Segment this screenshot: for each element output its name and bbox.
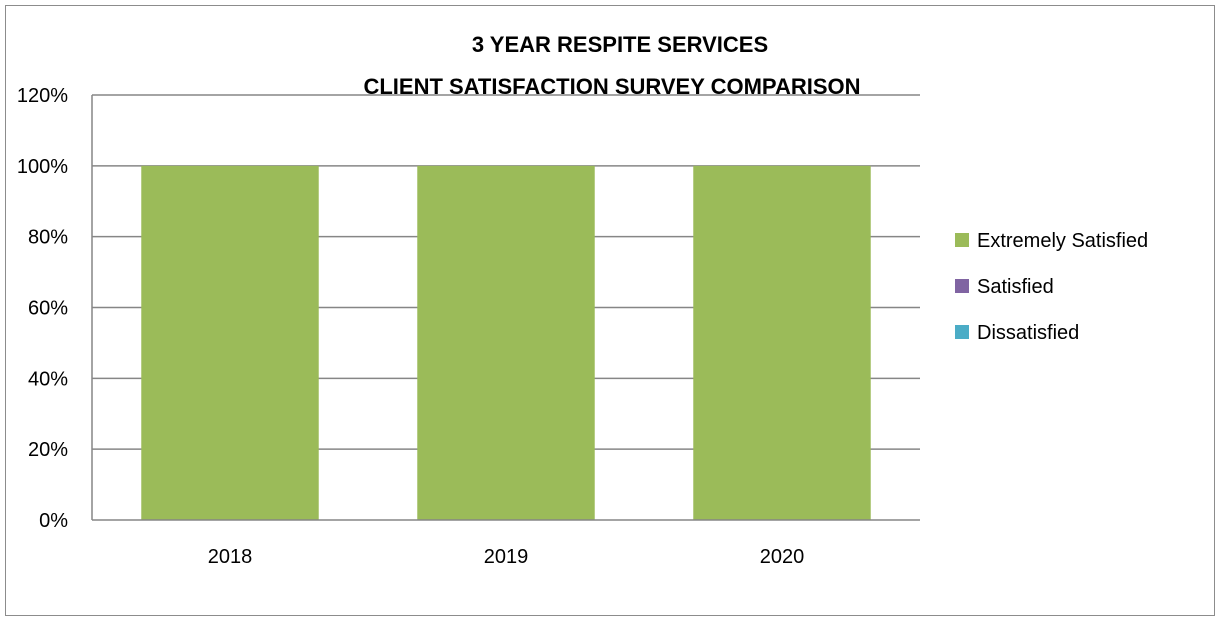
y-tick-label: 100% <box>17 156 68 178</box>
y-tick-label: 20% <box>28 439 68 461</box>
legend-swatch-dissatisfied <box>955 325 969 339</box>
x-tick-label: 2019 <box>484 546 529 568</box>
bar-extremely-satisfied-2018 <box>141 165 319 521</box>
legend-swatch-extremely-satisfied <box>955 233 969 247</box>
chart-title-line-1: 3 YEAR RESPITE SERVICES <box>472 32 768 57</box>
x-tick-label: 2018 <box>208 546 253 568</box>
axes <box>91 95 920 521</box>
bars <box>141 165 871 521</box>
y-tick-labels: 0% 20% 40% 60% 80% 100% 120% <box>17 85 68 532</box>
bar-extremely-satisfied-2020 <box>693 165 871 521</box>
y-tick-label: 0% <box>39 510 68 532</box>
bar-extremely-satisfied-2019 <box>417 165 595 521</box>
legend-swatch-satisfied <box>955 279 969 293</box>
y-tick-label: 80% <box>28 227 68 249</box>
x-tick-label: 2020 <box>760 546 805 568</box>
legend-label: Satisfied <box>977 276 1054 298</box>
y-tick-label: 60% <box>28 298 68 320</box>
y-tick-label: 120% <box>17 85 68 107</box>
chart-title-line-2: CLIENT SATISFACTION SURVEY COMPARISON <box>363 74 860 99</box>
x-tick-labels: 2018 2019 2020 <box>208 546 805 568</box>
legend-label: Dissatisfied <box>977 322 1079 344</box>
legend-label: Extremely Satisfied <box>977 230 1148 252</box>
legend: Extremely Satisfied Satisfied Dissatisfied <box>955 230 1148 344</box>
y-tick-label: 40% <box>28 368 68 390</box>
chart-title: 3 YEAR RESPITE SERVICES CLIENT SATISFACT… <box>363 32 860 99</box>
